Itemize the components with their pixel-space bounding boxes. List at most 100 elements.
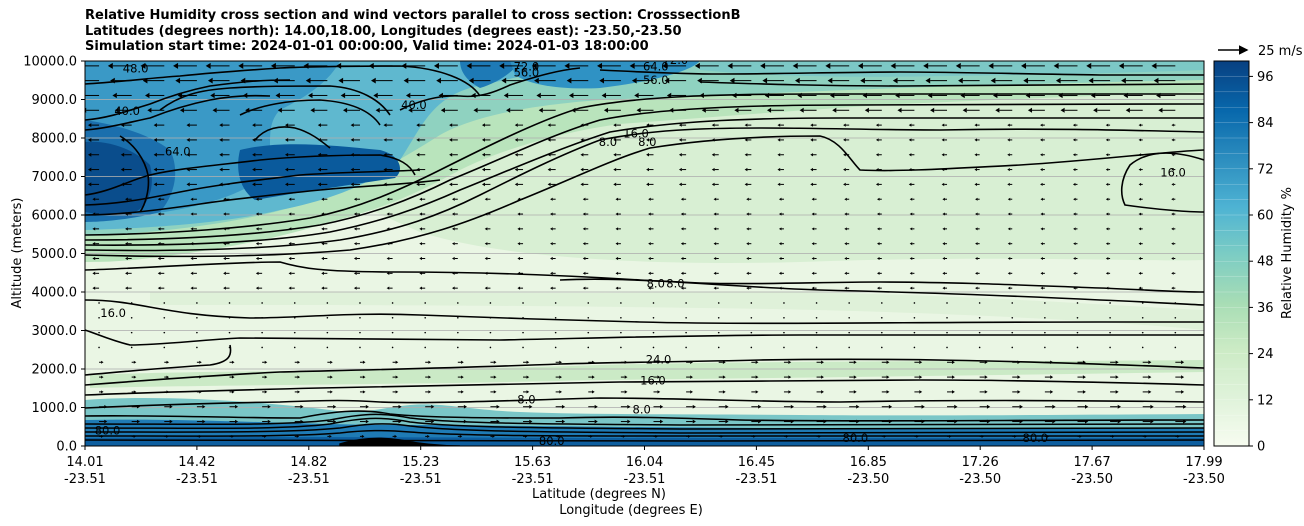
wind-vector-head [321, 256, 324, 261]
wind-vector-head [252, 137, 256, 142]
wind-vector-head [810, 123, 814, 127]
wind-vector-head [1138, 138, 1142, 142]
wind-vector-head [974, 168, 978, 172]
wind-vector-head [1171, 242, 1174, 246]
wind-vector-head [919, 375, 923, 379]
wind-vector-head [1007, 153, 1010, 157]
wind-vector-head [648, 271, 651, 275]
wind-vector-head [112, 92, 117, 99]
wind-vector-head [1138, 242, 1142, 246]
wind-vector-head [942, 256, 945, 261]
wind-vector-head [255, 271, 259, 275]
wind-vector-head [140, 62, 146, 69]
wind-vector-head [864, 107, 869, 113]
contour-label: 24.0 [646, 352, 672, 366]
wind-vector-head [580, 167, 584, 172]
wind-vector-head [909, 197, 913, 201]
wind-vector-head [92, 271, 96, 275]
x-tick-label-lat: 17.26 [962, 455, 999, 470]
wind-vector-head [157, 271, 161, 275]
wind-vector-head [1150, 404, 1154, 409]
wind-vector-head [101, 375, 104, 379]
wind-vector-head [1171, 227, 1174, 231]
wind-vector-head [255, 212, 259, 216]
wind-vector-head [875, 182, 879, 186]
wind-vector-head [568, 92, 574, 99]
wind-vector [620, 331, 622, 334]
wind-vector [554, 316, 557, 319]
wind-vector-head [550, 197, 553, 201]
wind-vector-head [514, 123, 518, 127]
wind-vector-head [190, 271, 194, 275]
wind-vector-head [526, 390, 530, 394]
wind-vector-head [468, 77, 474, 84]
wind-vector-head [493, 375, 497, 379]
x-tick-label-lat: 15.23 [402, 455, 439, 470]
contour-label: 80.0 [843, 431, 869, 445]
wind-vector-head [648, 227, 651, 231]
y-tick-label: 7000.0 [32, 170, 78, 185]
chart-title: Relative Humidity cross section and wind… [85, 8, 741, 55]
wind-vector-head [1073, 227, 1076, 231]
wind-vector-head [252, 152, 256, 157]
wind-vector-head [790, 404, 795, 409]
x-tick-label-lon: -23.51 [512, 472, 554, 487]
wind-vector-head [603, 107, 609, 113]
wind-vector-head [890, 62, 896, 69]
wind-vector-head [713, 242, 717, 246]
wind-vector-head [547, 167, 551, 172]
y-tick-label: 0.0 [56, 440, 77, 455]
wind-vector-head [125, 256, 128, 261]
wind-vector [685, 346, 687, 349]
wind-vector-head [536, 92, 541, 99]
contour-label: 80.0 [1023, 431, 1049, 445]
wind-vector-head [288, 256, 292, 261]
wind-vector-head [860, 77, 865, 84]
wind-vector [1109, 331, 1111, 334]
wind-vector-head [365, 419, 369, 424]
wind-vector-head [419, 197, 423, 201]
wind-vector-head [405, 92, 411, 99]
wind-vector-head [582, 242, 586, 246]
wind-vector-head [210, 92, 215, 99]
wind-vector-head [1040, 138, 1043, 142]
wind-vector-head [1093, 107, 1098, 113]
wind-vector-head [1115, 360, 1119, 365]
wind-vector [1141, 331, 1144, 334]
x-tick-label-lat: 14.82 [290, 455, 327, 470]
wind-vector [652, 331, 655, 334]
wind-vector-head [1040, 197, 1043, 201]
wind-vector-head [186, 152, 190, 157]
wind-vector-head [514, 167, 518, 172]
wind-vector-head [1086, 62, 1092, 69]
wind-vector-head [431, 404, 435, 409]
wind-vector [1044, 346, 1046, 349]
wind-vector-head [823, 404, 827, 409]
wind-vector [391, 316, 394, 319]
wind-vector-head [452, 227, 455, 231]
wind-vector-head [136, 419, 140, 424]
wind-vector-head [722, 390, 726, 394]
wind-vector-head [333, 404, 337, 409]
wind-vector-head [353, 271, 357, 275]
wind-vector-head [778, 212, 782, 216]
wind-vector-head [909, 271, 913, 275]
wind-vector-head [811, 242, 815, 246]
wind-vector [130, 346, 133, 349]
wind-vector-head [746, 286, 749, 290]
wind-vector-head [461, 390, 464, 394]
y-tick-label: 2000.0 [32, 363, 78, 378]
wind-vector-head [582, 271, 586, 275]
wind-vector-head [1138, 227, 1142, 231]
wind-vector-head [613, 182, 617, 187]
wind-vector-head [496, 404, 500, 409]
wind-vector-head [1105, 271, 1109, 275]
wind-vector [326, 316, 329, 319]
wind-vector [1141, 316, 1144, 319]
wind-vector-head [886, 390, 890, 394]
wind-vector-head [664, 77, 670, 84]
wind-vector-head [403, 77, 409, 84]
wind-vector-head [984, 390, 988, 394]
wind-vector-head [909, 212, 913, 216]
wind-vector [1044, 331, 1046, 334]
